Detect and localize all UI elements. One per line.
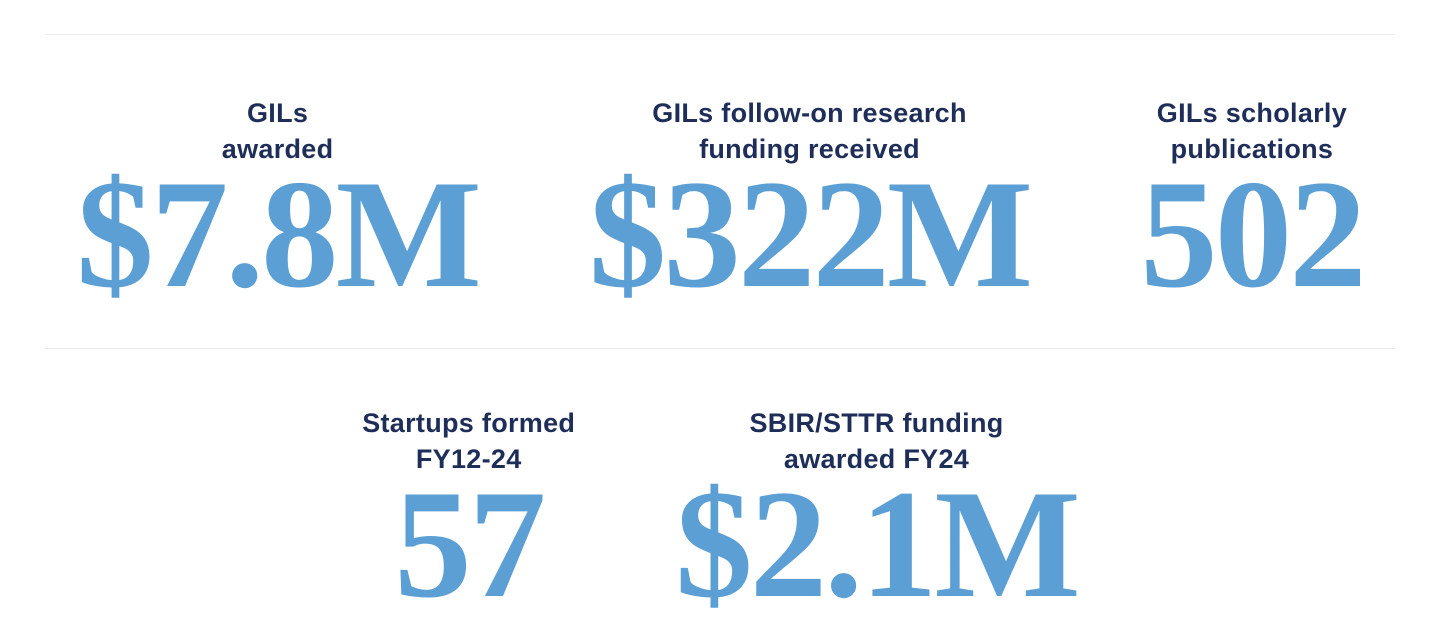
row-divider (45, 348, 1395, 349)
top-divider (45, 34, 1395, 35)
stat-value: $7.8M (76, 148, 482, 320)
stat-value: 57 (394, 458, 546, 630)
stat-label: GILs awarded (221, 98, 334, 164)
stats-row-top: GILs awarded $7.8M GILs follow-on resear… (0, 95, 1440, 320)
stat-card-sbir-sttr-funding: SBIR/STTR funding awarded FY24 $2.1M (675, 405, 1081, 630)
stat-label: GILs scholarly publications (1156, 98, 1348, 164)
stat-label: SBIR/STTR funding awarded FY24 (749, 408, 1004, 474)
stats-section: GILs awarded $7.8M GILs follow-on resear… (0, 34, 1440, 630)
stat-card-scholarly-publications: GILs scholarly publications 502 (1140, 95, 1366, 320)
stat-value: 502 (1140, 148, 1366, 320)
stat-value: $2.1M (675, 458, 1081, 630)
stat-value: $322M (588, 148, 1033, 320)
stat-label: GILs follow-on research funding received (652, 98, 967, 164)
stats-row-bottom: Startups formed FY12-24 57 SBIR/STTR fun… (0, 405, 1440, 630)
stat-card-startups-formed: Startups formed FY12-24 57 (362, 405, 576, 630)
stat-label: Startups formed FY12-24 (362, 408, 576, 474)
stat-card-followon-funding: GILs follow-on research funding received… (588, 95, 1033, 320)
stat-card-gils-awarded: GILs awarded $7.8M (76, 95, 482, 320)
